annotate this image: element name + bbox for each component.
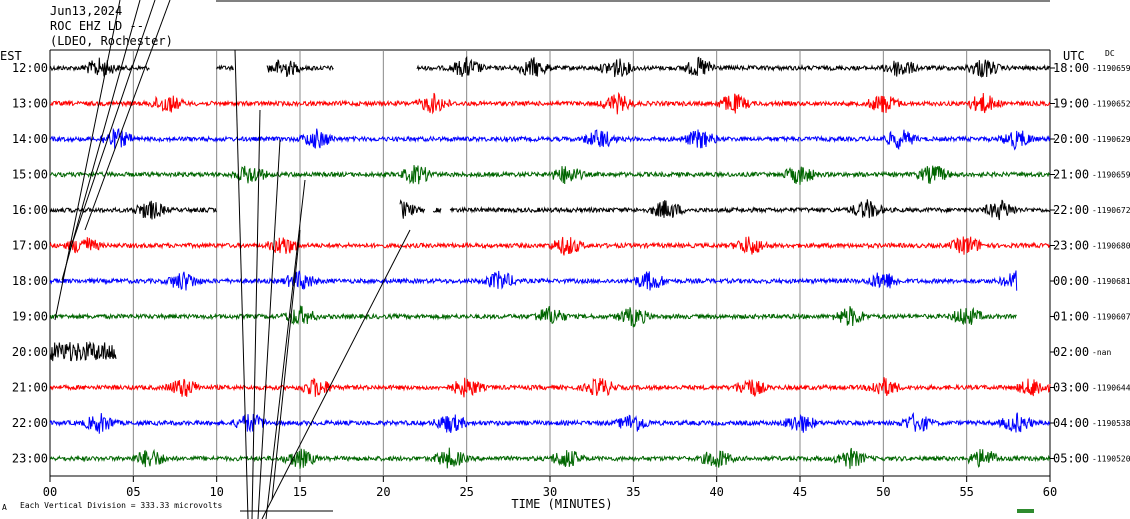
slant-line [265, 179, 306, 519]
header-network: (LDEO, Rochester) [50, 34, 173, 48]
row-dc-value: -1190607 [1092, 313, 1130, 322]
scale-text: Each Vertical Division = 333.33 microvol… [20, 501, 222, 510]
x-tick-label: 40 [709, 485, 723, 499]
slant-line [257, 139, 281, 519]
row-est-label: 13:00 [12, 97, 48, 111]
slant-line [234, 49, 249, 519]
row-utc-label: 03:00 [1053, 381, 1089, 395]
header-station: ROC EHZ LD -- [50, 19, 144, 33]
trace-segment [49, 447, 1051, 469]
x-tick-label: 05 [126, 485, 140, 499]
x-tick-label: 10 [209, 485, 223, 499]
trace-segment [266, 59, 334, 78]
row-est-label: 12:00 [12, 61, 48, 75]
minute-gridlines [132, 50, 968, 476]
row-dc-value: -nan [1092, 348, 1111, 357]
row-dc-value: -1190644 [1092, 384, 1130, 393]
trace-segment [49, 236, 1051, 256]
row-dc-value: -1190680 [1092, 242, 1130, 251]
trace-segment [49, 91, 1051, 115]
row-dc-value: -1190659 [1092, 64, 1130, 73]
row-est-label: 21:00 [12, 381, 48, 395]
x-tick-label: 60 [1043, 485, 1057, 499]
row-utc-label: 22:00 [1053, 203, 1089, 217]
trace-segment [416, 56, 1051, 78]
left-timezone-label: EST [0, 49, 22, 63]
trace-segment [399, 199, 426, 219]
row-est-label: 20:00 [12, 345, 48, 359]
trace-segment [49, 340, 117, 362]
slant-line [261, 229, 411, 519]
x-axis-ticks: 00 05 10 15 20 25 30 35 40 45 50 55 60 [43, 476, 1057, 499]
trace-segment [49, 377, 1051, 398]
row-dc-value: -1190629 [1092, 135, 1130, 144]
dc-label: DC [1105, 49, 1115, 58]
x-tick-label: 15 [293, 485, 307, 499]
row-est-label: 16:00 [12, 203, 48, 217]
row-utc-label: 02:00 [1053, 345, 1089, 359]
row-est-label: 17:00 [12, 239, 48, 253]
trace-segment [432, 207, 442, 214]
row-dc-value: -1190659 [1092, 171, 1130, 180]
row-utc-label: 01:00 [1053, 310, 1089, 324]
trace-segment [49, 165, 1051, 186]
header-date: Jun13,2024 [50, 4, 122, 18]
row-est-label: 15:00 [12, 168, 48, 182]
x-tick-label: 55 [959, 485, 973, 499]
trace-segment [49, 305, 1017, 328]
trace-segment [449, 199, 1051, 221]
row-est-label: 18:00 [12, 274, 48, 288]
overlay-slant-lines [54, 0, 411, 519]
row-utc-label: 20:00 [1053, 132, 1089, 146]
row-est-label: 14:00 [12, 132, 48, 146]
row-dc-value: -1190672 [1092, 206, 1130, 215]
row-utc-label: 04:00 [1053, 416, 1089, 430]
slant-line [251, 109, 261, 519]
x-tick-label: 45 [793, 485, 807, 499]
row-utc-label: 19:00 [1053, 97, 1089, 111]
row-dc-value: -1190520 [1092, 455, 1130, 464]
x-tick-label: 35 [626, 485, 640, 499]
trace-segment [49, 270, 1018, 291]
row-est-label: 19:00 [12, 310, 48, 324]
slant-line [54, 0, 121, 321]
trace-segment [49, 411, 1051, 434]
x-tick-label: 50 [876, 485, 890, 499]
legend-swatch [1017, 509, 1034, 513]
corner-mark: A [2, 503, 7, 512]
trace-segment [50, 127, 1051, 151]
row-utc-label: 00:00 [1053, 274, 1089, 288]
xaxis-title: TIME (MINUTES) [511, 497, 612, 511]
row-utc-label: 21:00 [1053, 168, 1089, 182]
slant-line [84, 0, 171, 231]
right-timezone-label: UTC [1063, 49, 1085, 63]
row-dc-value: -1190538 [1092, 419, 1130, 428]
trace-segment [49, 57, 150, 77]
row-utc-label: 23:00 [1053, 239, 1089, 253]
trace-segment [216, 64, 234, 72]
row-est-label: 22:00 [12, 416, 48, 430]
slant-line [61, 0, 141, 281]
slant-line [69, 0, 156, 251]
row-dc-value: -1190681 [1092, 277, 1130, 286]
row-utc-label: 05:00 [1053, 452, 1089, 466]
x-tick-label: 00 [43, 485, 57, 499]
row-dc-value: -1190652 [1092, 100, 1130, 109]
slant-line [271, 229, 301, 501]
row-est-label: 23:00 [12, 452, 48, 466]
x-tick-label: 20 [376, 485, 390, 499]
x-tick-label: 25 [459, 485, 473, 499]
x-tick-label: 30 [543, 485, 557, 499]
seismic-traces [49, 56, 1051, 469]
row-utc-label: 18:00 [1053, 61, 1089, 75]
